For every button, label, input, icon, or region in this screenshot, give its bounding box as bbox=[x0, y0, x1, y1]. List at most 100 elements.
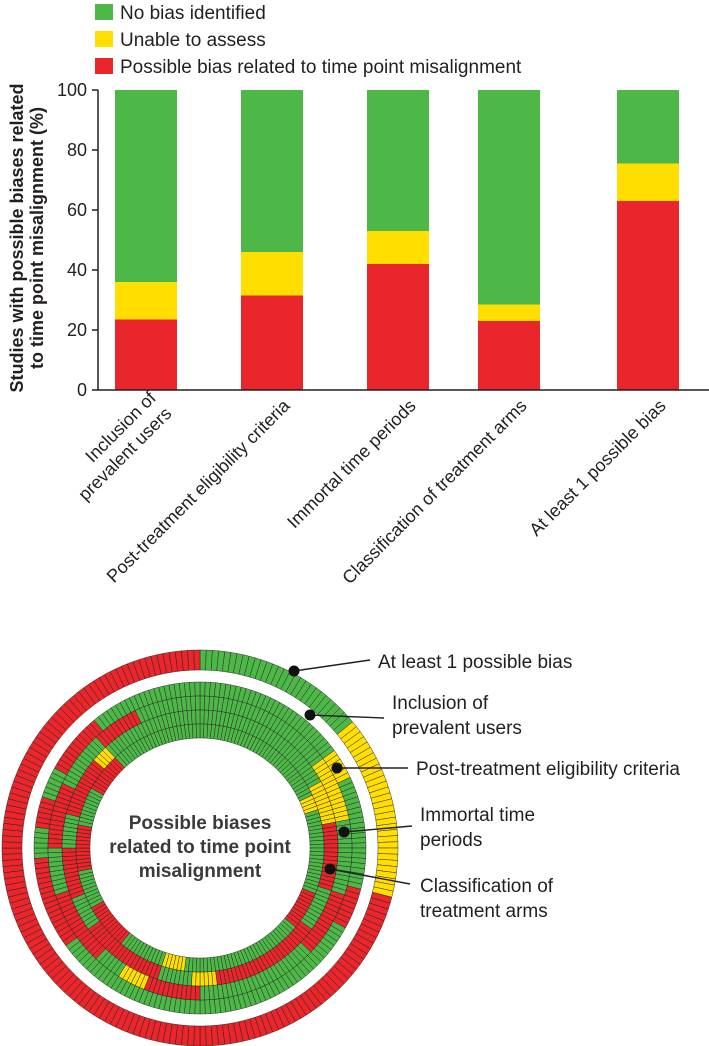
ring-cell bbox=[204, 985, 210, 1001]
ring-cell bbox=[33, 847, 49, 854]
ring-cell bbox=[194, 985, 201, 1001]
legend: No bias identified Unable to assess Poss… bbox=[95, 3, 522, 78]
bar-immortal-time-periods-no-bias-identified bbox=[367, 90, 429, 231]
ring-cell bbox=[377, 841, 399, 849]
ring-cell bbox=[309, 839, 325, 845]
y-axis-label-line-2: to time point misalignment (%) bbox=[27, 107, 47, 369]
ring-cell bbox=[199, 957, 205, 973]
center-label: Possible biases related to time point mi… bbox=[109, 813, 291, 882]
ring-cell bbox=[199, 681, 206, 697]
ring-cell bbox=[309, 843, 325, 849]
annotation-leader-line bbox=[309, 714, 385, 719]
annotation-leader-line bbox=[329, 868, 411, 885]
legend-swatch-no-bias bbox=[95, 4, 113, 20]
ring-cell bbox=[199, 971, 205, 987]
x-label-at-least-1-possible-bias: At least 1 possible bias bbox=[525, 396, 669, 540]
y-tick-label: 100 bbox=[57, 80, 87, 100]
annotation-leader-line bbox=[293, 659, 371, 672]
ring-cell bbox=[1, 847, 23, 855]
ring-cell bbox=[33, 852, 49, 859]
rings bbox=[1, 649, 399, 1046]
ring-cell bbox=[47, 842, 63, 849]
ring-post-treatment-eligibility-criteria bbox=[47, 695, 353, 1001]
bar-inclusion-of-prevalent-users-unable-to-assess bbox=[115, 282, 177, 320]
legend-swatch-possible-bias bbox=[95, 58, 113, 74]
ring-cell bbox=[195, 723, 201, 739]
ring-cell bbox=[75, 851, 91, 857]
ring-cell bbox=[337, 838, 353, 844]
annotation-immortal-time-periods: Immortal time periods bbox=[338, 805, 535, 851]
bar-immortal-time-periods-unable-to-assess bbox=[367, 231, 429, 264]
y-tick-label: 0 bbox=[77, 380, 87, 400]
ring-cell bbox=[61, 847, 77, 853]
y-tick-label: 20 bbox=[67, 320, 87, 340]
ring-cell bbox=[199, 985, 206, 1001]
bar-at-least-1-possible-bias-unable-to-assess bbox=[617, 163, 679, 201]
y-tick-label: 80 bbox=[67, 140, 87, 160]
bar-post-treatment-eligibility-criteria-possible-bias-related-to-time-point-misalignment bbox=[241, 295, 303, 390]
annotation-dot bbox=[331, 762, 343, 774]
ring-cell bbox=[195, 709, 201, 725]
ring-cell bbox=[193, 649, 201, 671]
ring-cell bbox=[205, 1025, 213, 1046]
x-label-classification-of-treatment-arms: Classification of treatment arms bbox=[338, 396, 530, 588]
bar-at-least-1-possible-bias-no-bias-identified bbox=[617, 90, 679, 164]
annotation-label: prevalent users bbox=[392, 718, 522, 739]
y-ticks: 0 20 40 60 80 100 bbox=[57, 80, 98, 400]
ring-cell bbox=[377, 835, 399, 843]
annotation-dot bbox=[288, 665, 300, 677]
ring-cell bbox=[337, 842, 353, 849]
bar-at-least-1-possible-bias-possible-bias-related-to-time-point-misalignment bbox=[617, 201, 679, 390]
ring-cell bbox=[337, 847, 353, 854]
annotations: At least 1 possible bias Inclusion of prev… bbox=[288, 652, 680, 922]
center-label-line-1: Possible biases bbox=[129, 813, 272, 834]
legend-swatch-unable bbox=[95, 31, 113, 47]
ring-cell bbox=[75, 847, 91, 853]
ring-cell bbox=[351, 837, 367, 844]
ring-cell bbox=[323, 847, 339, 853]
center-label-line-2: related to time point bbox=[109, 837, 291, 858]
legend-label-unable: Unable to assess bbox=[120, 30, 266, 51]
annotation-label: Immortal time bbox=[420, 805, 535, 826]
legend-label-possible-bias: Possible bias related to time point misa… bbox=[120, 57, 522, 78]
ring-cell bbox=[377, 847, 399, 855]
annotation-dot bbox=[324, 863, 336, 875]
annotation-classification-of-treatment-arms: Classification of treatment arms bbox=[324, 863, 554, 922]
annotation-leader-line bbox=[343, 825, 413, 833]
ring-cell bbox=[61, 843, 77, 849]
ring-cell bbox=[194, 681, 201, 697]
x-label-line: Classification of treatment arms bbox=[338, 396, 530, 588]
ring-cell bbox=[204, 999, 211, 1015]
ring-cell bbox=[47, 847, 63, 854]
bar-inclusion-of-prevalent-users-no-bias-identified bbox=[115, 90, 177, 282]
ring-cell bbox=[199, 999, 206, 1015]
ring-cell bbox=[33, 842, 49, 849]
ring-cell bbox=[203, 957, 209, 973]
ring-cell bbox=[203, 971, 209, 987]
ring-cell bbox=[1, 853, 23, 861]
ring-cell bbox=[194, 999, 201, 1015]
bar-immortal-time-periods-possible-bias-related-to-time-point-misalignment bbox=[367, 264, 429, 390]
bar-inclusion-of-prevalent-users-possible-bias-related-to-time-point-misalignment bbox=[115, 319, 177, 390]
ring-cell bbox=[61, 851, 77, 857]
bar-post-treatment-eligibility-criteria-no-bias-identified bbox=[241, 90, 303, 252]
annotation-inclusion-of-prevalent-users: Inclusion of prevalent users bbox=[304, 693, 522, 739]
y-axis-label-line-1: Studies with possible biases related bbox=[7, 83, 27, 392]
annotation-label: Post-treatment eligibility criteria bbox=[416, 759, 680, 780]
annotation-dot bbox=[338, 826, 350, 838]
bar-post-treatment-eligibility-criteria-unable-to-assess bbox=[241, 252, 303, 296]
center-label-line-3: misalignment bbox=[139, 861, 262, 882]
ring-cell bbox=[1, 841, 23, 849]
annotation-post-treatment-eligibility-criteria: Post-treatment eligibility criteria bbox=[331, 759, 680, 780]
bars bbox=[115, 90, 679, 390]
annotation-label: periods bbox=[420, 830, 482, 851]
ring-cell bbox=[191, 723, 197, 739]
ring-cell bbox=[351, 847, 367, 854]
ring-cell bbox=[191, 709, 197, 725]
annotation-at-least-1-possible-bias: At least 1 possible bias bbox=[288, 652, 572, 677]
annotation-label: Inclusion of bbox=[392, 693, 489, 714]
ring-cell bbox=[189, 681, 196, 697]
